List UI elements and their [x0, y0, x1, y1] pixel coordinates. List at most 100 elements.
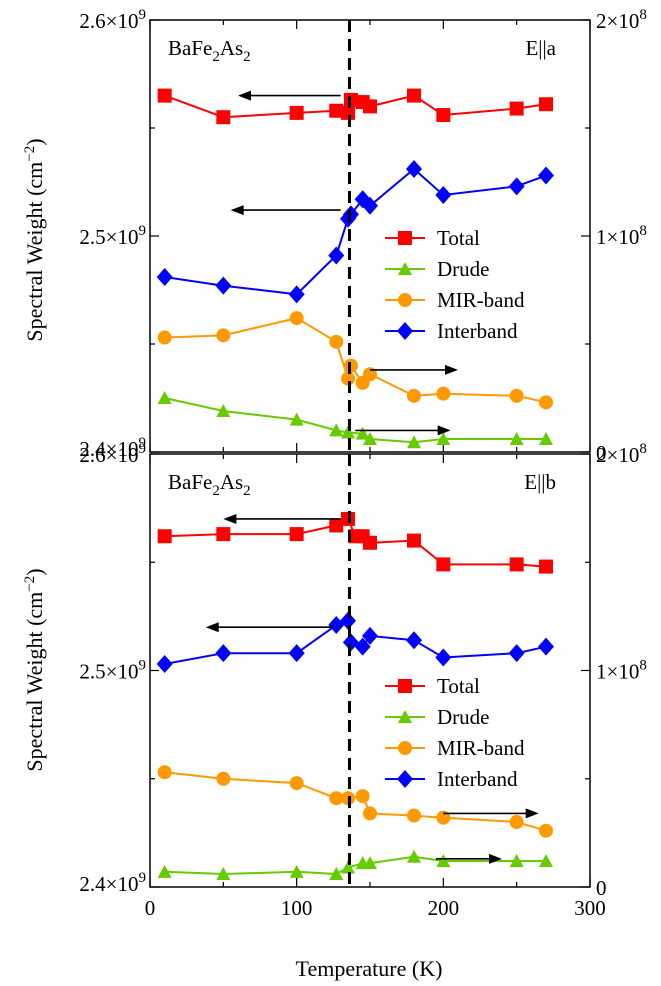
- data-point: [156, 655, 173, 674]
- data-point: [215, 276, 232, 295]
- axis-arrow-head: [525, 808, 539, 819]
- data-point: [436, 557, 451, 572]
- left-y-tick-label: 2.6×109: [79, 7, 146, 33]
- data-point: [355, 789, 370, 804]
- data-point: [407, 435, 421, 449]
- data-point: [407, 88, 421, 103]
- data-point: [407, 849, 421, 863]
- right-y-tick-label: 2×108: [596, 7, 647, 33]
- panel-compound-label: BaFe2As2: [168, 470, 251, 499]
- data-point: [362, 196, 378, 215]
- series-mirband: [157, 311, 553, 410]
- data-point: [539, 559, 553, 574]
- data-point: [340, 611, 356, 630]
- data-point: [538, 637, 554, 656]
- data-point: [509, 101, 524, 116]
- legend-label: Drude: [437, 257, 489, 281]
- x-axis-label: Temperature (K): [296, 956, 443, 981]
- data-point: [216, 527, 231, 542]
- series-line: [164, 397, 546, 444]
- series-line: [164, 167, 547, 296]
- data-point: [509, 388, 524, 403]
- data-point: [157, 391, 172, 404]
- data-point: [538, 166, 554, 185]
- data-point: [156, 268, 173, 287]
- legend-label: MIR-band: [437, 736, 525, 760]
- legend-marker: [397, 322, 413, 340]
- data-point: [539, 432, 553, 446]
- legend-marker: [398, 231, 412, 245]
- legend-marker: [398, 741, 412, 755]
- data-point: [407, 533, 421, 548]
- right-y-tick-label: 0: [596, 876, 607, 900]
- series-interband: [156, 160, 554, 304]
- data-point: [363, 432, 377, 446]
- polarization-label: E||a: [525, 36, 556, 60]
- data-point: [436, 810, 451, 825]
- data-point: [216, 867, 231, 881]
- data-point: [289, 776, 304, 791]
- axis-arrow-head: [223, 513, 237, 524]
- data-point: [329, 791, 344, 806]
- data-point: [329, 103, 344, 118]
- left-y-tick-label: 2.4×109: [79, 435, 146, 461]
- left-y-tick-label: 2.4×109: [79, 870, 146, 896]
- axis-arrow-head: [489, 853, 502, 864]
- polarization-label: E||b: [524, 470, 556, 494]
- data-point: [363, 99, 377, 114]
- data-point: [289, 864, 304, 878]
- legend-label: Drude: [437, 705, 489, 729]
- data-point: [363, 856, 377, 870]
- data-point: [407, 808, 421, 823]
- plot-frame: [149, 453, 591, 888]
- data-point: [436, 854, 451, 868]
- data-point: [539, 97, 553, 112]
- data-point: [341, 371, 355, 386]
- legend-label: Interband: [437, 767, 518, 791]
- data-point: [435, 185, 452, 204]
- y-axis-label-bottom: Spectral Weight (cm−2): [22, 568, 47, 771]
- data-point: [363, 535, 377, 550]
- right-y-tick-label: 2×108: [596, 441, 647, 467]
- data-point: [508, 177, 525, 196]
- axis-arrow-head: [205, 622, 219, 633]
- series-line: [164, 317, 547, 404]
- data-point: [341, 860, 355, 874]
- x-tick-label: 200: [428, 896, 460, 920]
- data-point: [363, 806, 377, 821]
- legend-label: MIR-band: [437, 288, 525, 312]
- data-point: [539, 395, 553, 410]
- data-point: [508, 644, 525, 663]
- legend-label: Total: [437, 226, 480, 250]
- panel-compound-label: BaFe2As2: [168, 36, 251, 65]
- data-point: [406, 631, 422, 650]
- data-point: [157, 529, 172, 544]
- left-y-tick-label: 2.6×109: [79, 441, 146, 467]
- legend-label: Interband: [437, 319, 518, 343]
- data-point: [216, 110, 231, 125]
- data-point: [355, 426, 370, 440]
- panel-top: 2.4×109 2.5×109 2.6×109 0 1×108 2×108 BaFe2As2…: [79, 7, 646, 465]
- data-point: [509, 854, 524, 868]
- data-point: [288, 644, 305, 663]
- legend-label: Total: [437, 674, 480, 698]
- data-point: [216, 771, 231, 786]
- data-point: [435, 648, 452, 667]
- series-total: [157, 511, 553, 574]
- data-point: [363, 367, 377, 382]
- data-point: [539, 823, 553, 838]
- series-total: [157, 88, 553, 125]
- data-point: [509, 557, 524, 572]
- panel-bottom: 2.4×109 2.5×109 2.6×109 0 1×108 2×108 BaFe2As2…: [79, 441, 646, 920]
- data-point: [289, 105, 304, 120]
- axis-arrow-head: [437, 425, 451, 436]
- y-axis-label-top: Spectral Weight (cm−2): [22, 138, 47, 341]
- axis-arrow-head: [238, 90, 251, 101]
- legend: Total Drude MIR-band Interband: [385, 674, 525, 791]
- legend-marker: [397, 770, 413, 788]
- data-point: [341, 105, 355, 120]
- data-point: [509, 815, 524, 830]
- series-drude: [157, 849, 553, 881]
- data-point: [407, 388, 421, 403]
